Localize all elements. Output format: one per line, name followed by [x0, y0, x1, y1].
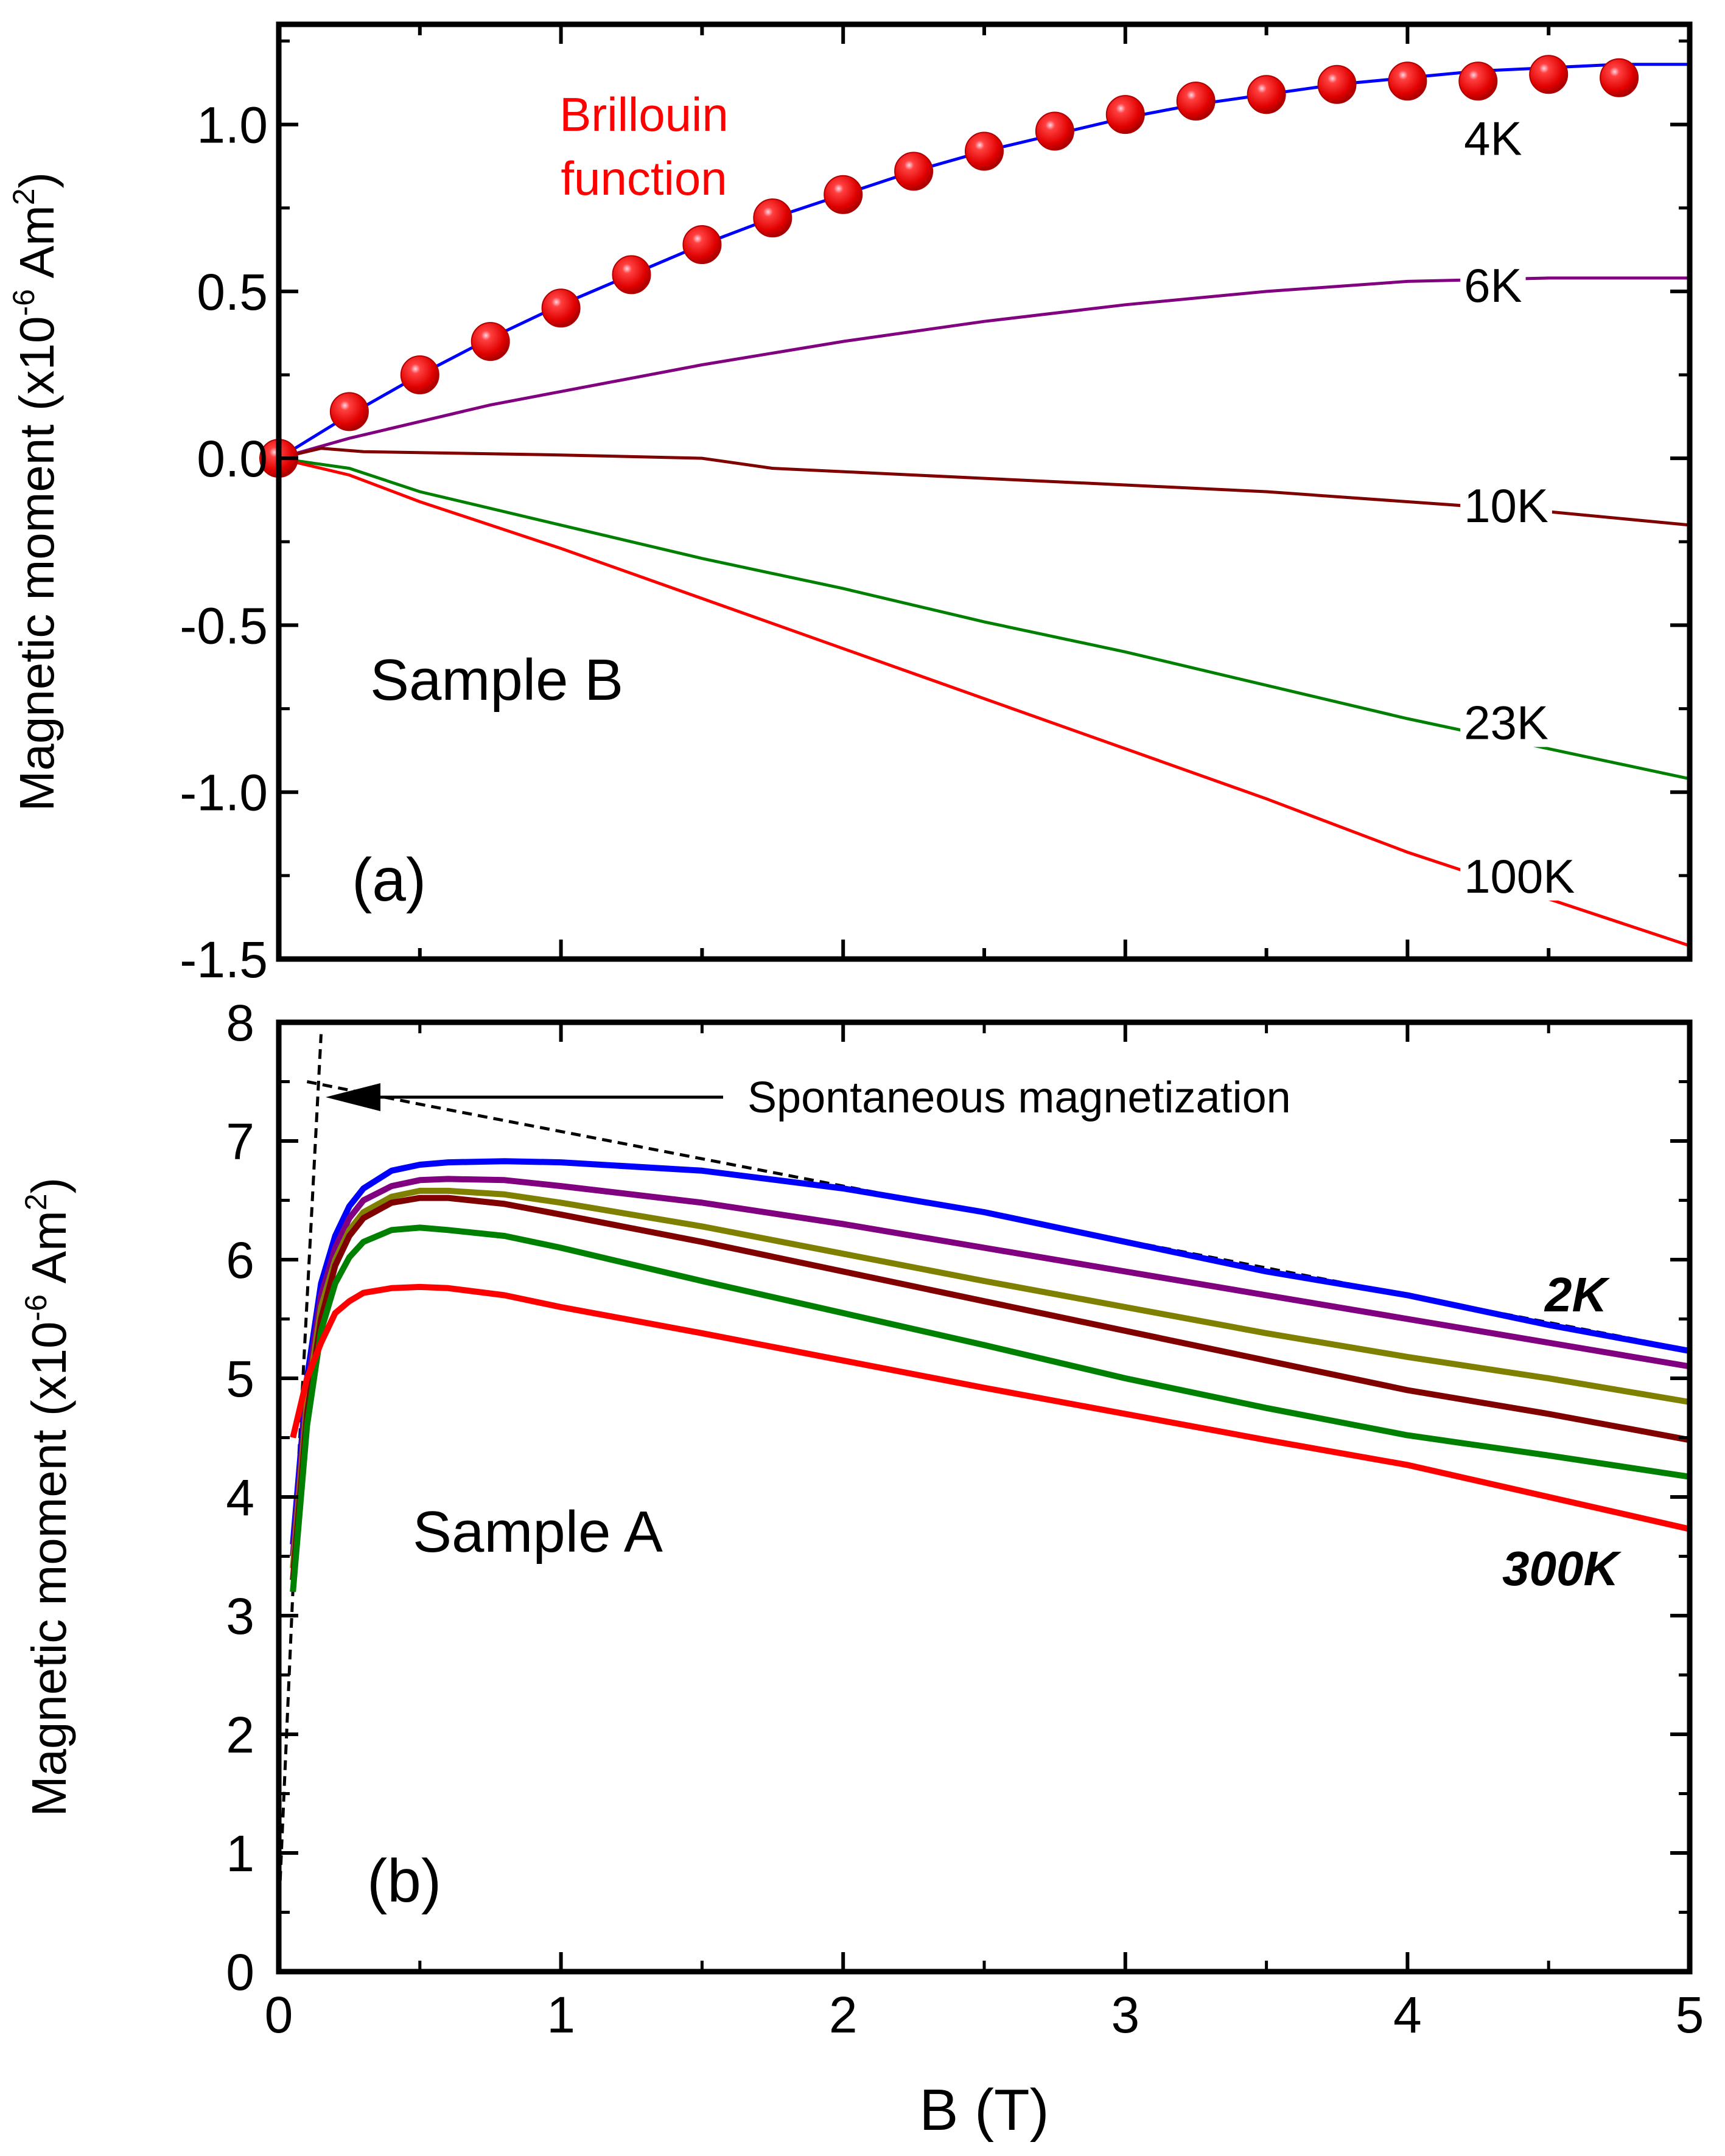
x-tick-label: 1	[547, 1986, 575, 2043]
brillouin-point	[894, 152, 934, 191]
panel-a-label: (a)	[352, 846, 426, 914]
panel-b-label: (b)	[367, 1847, 441, 1915]
series-line-100K	[278, 456, 1690, 947]
x-tick-label: 3	[1111, 1986, 1139, 2043]
y-tick-label: 0.5	[197, 263, 268, 321]
series-line-23K	[278, 456, 1690, 781]
brillouin-point	[1529, 55, 1569, 94]
y-tick-label: 0.0	[197, 430, 268, 487]
panel-b-xlabel: B (T)	[919, 2078, 1049, 2143]
series-line-series-4	[290, 1195, 1690, 1580]
brillouin-point	[682, 225, 722, 265]
panel-a-y-ticks: 1.0 0.5 0.0 -0.5 -1.0 -1.5	[180, 39, 1690, 988]
series-line-series-5	[290, 1224, 1690, 1593]
y-tick-label: 0	[226, 1944, 254, 2001]
series-label-100K: 100K	[1464, 849, 1575, 903]
brillouin-points	[259, 55, 1639, 478]
panel-b-series	[290, 1158, 1691, 1593]
brillouin-point	[329, 392, 369, 431]
panel-a: 1.0 0.5 0.0 -0.5 -1.0 -1.5 4K 6K 10K 23K 100K Mag…	[7, 21, 1693, 988]
brillouin-point	[1247, 75, 1286, 114]
y-tick-label: -1.5	[180, 931, 268, 988]
label-300k: 300K	[1502, 1541, 1622, 1596]
x-tick-label: 0	[265, 1986, 293, 2043]
panel-b-x-ticks: 0 1 2 3 4 5	[265, 1022, 1704, 2043]
brillouin-point	[824, 175, 863, 214]
series-line-300K	[290, 1283, 1691, 1532]
brillouin-point	[965, 131, 1004, 171]
y-tick-label: 2	[226, 1706, 254, 1764]
brillouin-point	[541, 288, 581, 328]
brillouin-point	[1105, 95, 1145, 134]
brillouin-point	[753, 198, 793, 238]
series-label-bg	[1460, 851, 1579, 901]
series-line-6K	[278, 276, 1690, 460]
panel-a-series	[278, 63, 1690, 947]
panel-a-x-ticks	[277, 24, 1692, 959]
series-label-bg	[1460, 698, 1552, 747]
panel-a-ylabel: Magnetic moment (x10-6 Am2)	[7, 172, 64, 811]
brillouin-point	[1458, 61, 1498, 101]
spontaneous-annotation: Spontaneous magnetization	[747, 1073, 1291, 1122]
spontaneous-arrow-head	[326, 1083, 380, 1111]
brillouin-point	[471, 322, 510, 361]
sample-b-label: Sample B	[370, 647, 623, 713]
y-tick-label: 6	[226, 1232, 254, 1289]
brillouin-point	[1176, 82, 1216, 121]
panel-b-y-ticks: 0 1 2 3 4 5 6 7 8	[226, 994, 1690, 2001]
brillouin-point	[400, 355, 439, 394]
series-label-bg	[1460, 481, 1552, 530]
series-label-bg	[1460, 114, 1526, 163]
y-tick-label: 1	[226, 1825, 254, 1882]
panel-b: 0 1 2 3 4 5 6 7 8 0 1 2 3 4 5 Magnetic moment (x10-6 …	[19, 994, 1704, 2143]
brillouin-point	[1388, 61, 1427, 101]
sample-a-label: Sample A	[413, 1499, 663, 1565]
series-line-series-2	[290, 1176, 1690, 1557]
x-tick-label: 5	[1676, 1986, 1704, 2043]
panel-a-series-labels: 4K 6K 10K 23K 100K	[1460, 112, 1579, 903]
y-tick-label: 4	[226, 1469, 254, 1526]
y-tick-label: -1.0	[180, 764, 268, 822]
panel-b-ylabel: Magnetic moment (x10-6 Am2)	[19, 1177, 76, 1816]
y-tick-label: 8	[226, 994, 254, 1052]
brillouin-annotation-line2: function	[561, 152, 727, 205]
brillouin-annotation-line1: Brillouin	[559, 88, 728, 141]
brillouin-point	[1035, 111, 1074, 151]
brillouin-point	[1317, 65, 1357, 104]
y-tick-label: 5	[226, 1350, 254, 1408]
series-label-4K: 4K	[1464, 112, 1522, 166]
series-label-6K: 6K	[1464, 259, 1522, 312]
series-label-bg	[1460, 260, 1526, 310]
series-label-10K: 10K	[1464, 479, 1548, 532]
y-tick-label: 7	[226, 1113, 254, 1170]
x-tick-label: 2	[829, 1986, 858, 2043]
x-tick-label: 4	[1393, 1986, 1422, 2043]
y-tick-label: -0.5	[180, 597, 268, 654]
y-tick-label: 3	[226, 1588, 254, 1645]
label-2k: 2K	[1544, 1268, 1610, 1322]
series-line-10K	[278, 447, 1690, 527]
brillouin-point	[612, 255, 651, 295]
series-line-2K	[290, 1158, 1690, 1545]
brillouin-point	[1600, 58, 1639, 97]
series-label-23K: 23K	[1464, 696, 1548, 750]
y-tick-label: 1.0	[197, 97, 268, 154]
